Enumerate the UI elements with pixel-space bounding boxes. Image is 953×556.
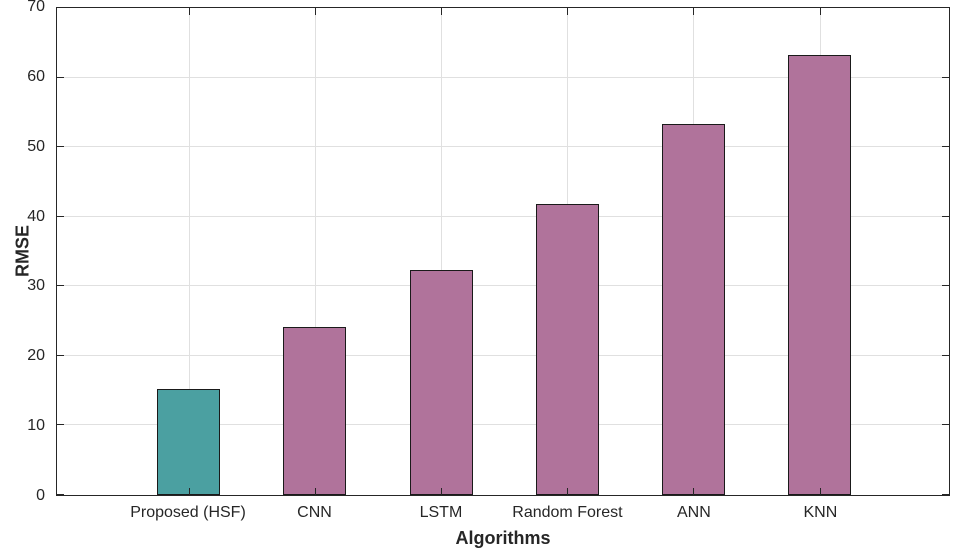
y-tick-mark	[942, 424, 949, 426]
bar-random-forest	[535, 203, 599, 495]
gridline-horizontal	[57, 215, 949, 217]
gridline-horizontal	[57, 146, 949, 148]
x-tick-label: ANN	[677, 504, 711, 521]
gridline-vertical	[314, 8, 316, 495]
x-tick-mark	[567, 488, 569, 495]
y-tick-label: 20	[27, 347, 45, 365]
x-tick-mark	[819, 488, 821, 495]
plot-area	[56, 7, 950, 496]
y-tick-mark	[942, 7, 949, 8]
y-tick-mark	[942, 494, 949, 495]
x-tick-label: LSTM	[419, 504, 463, 521]
y-tick-mark	[942, 285, 949, 287]
gridline-horizontal	[57, 76, 949, 78]
bar-lstm	[409, 270, 473, 495]
y-tick-mark	[57, 354, 64, 356]
x-tick-mark	[693, 488, 695, 495]
y-tick-label: 40	[27, 207, 45, 225]
y-tick-mark	[57, 424, 64, 426]
x-tick-mark	[314, 488, 316, 495]
gridline-horizontal	[57, 285, 949, 287]
y-tick-mark	[942, 215, 949, 217]
x-axis-label: Algorithms	[455, 528, 551, 548]
x-tick-label: Proposed (HSF)	[130, 504, 246, 521]
y-tick-label: 50	[27, 137, 45, 155]
bar-ann	[662, 123, 725, 495]
x-tick-label: Random Forest	[512, 504, 623, 521]
y-tick-label: 60	[27, 67, 45, 85]
x-tick-mark	[441, 488, 443, 495]
bar-proposed-hsf-	[157, 389, 221, 495]
x-tick-mark	[188, 8, 190, 15]
x-tick-label: CNN	[297, 504, 332, 521]
y-tick-mark	[57, 7, 64, 8]
bar-knn	[788, 55, 852, 495]
y-tick-mark	[942, 146, 949, 148]
y-tick-mark	[942, 354, 949, 356]
y-tick-mark	[57, 76, 64, 78]
y-tick-mark	[57, 494, 64, 495]
x-tick-mark	[693, 8, 695, 15]
gridline-horizontal	[57, 354, 949, 356]
x-tick-mark	[819, 8, 821, 15]
y-tick-label: 30	[27, 277, 45, 295]
bar-cnn	[283, 326, 347, 495]
y-tick-label: 70	[27, 0, 45, 15]
x-tick-mark	[188, 488, 190, 495]
y-tick-mark	[57, 285, 64, 287]
y-tick-mark	[942, 76, 949, 78]
y-tick-label: 10	[27, 417, 45, 435]
x-tick-mark	[441, 8, 443, 15]
x-tick-mark	[567, 8, 569, 15]
x-tick-mark	[314, 8, 316, 15]
y-tick-mark	[57, 146, 64, 148]
y-tick-label: 0	[36, 487, 45, 504]
y-axis-label: RMSE	[12, 224, 33, 278]
x-tick-label: KNN	[803, 504, 838, 521]
y-tick-mark	[57, 215, 64, 217]
gridline-horizontal	[57, 424, 949, 426]
gridline-vertical	[188, 8, 190, 495]
gridline-vertical	[441, 8, 443, 495]
